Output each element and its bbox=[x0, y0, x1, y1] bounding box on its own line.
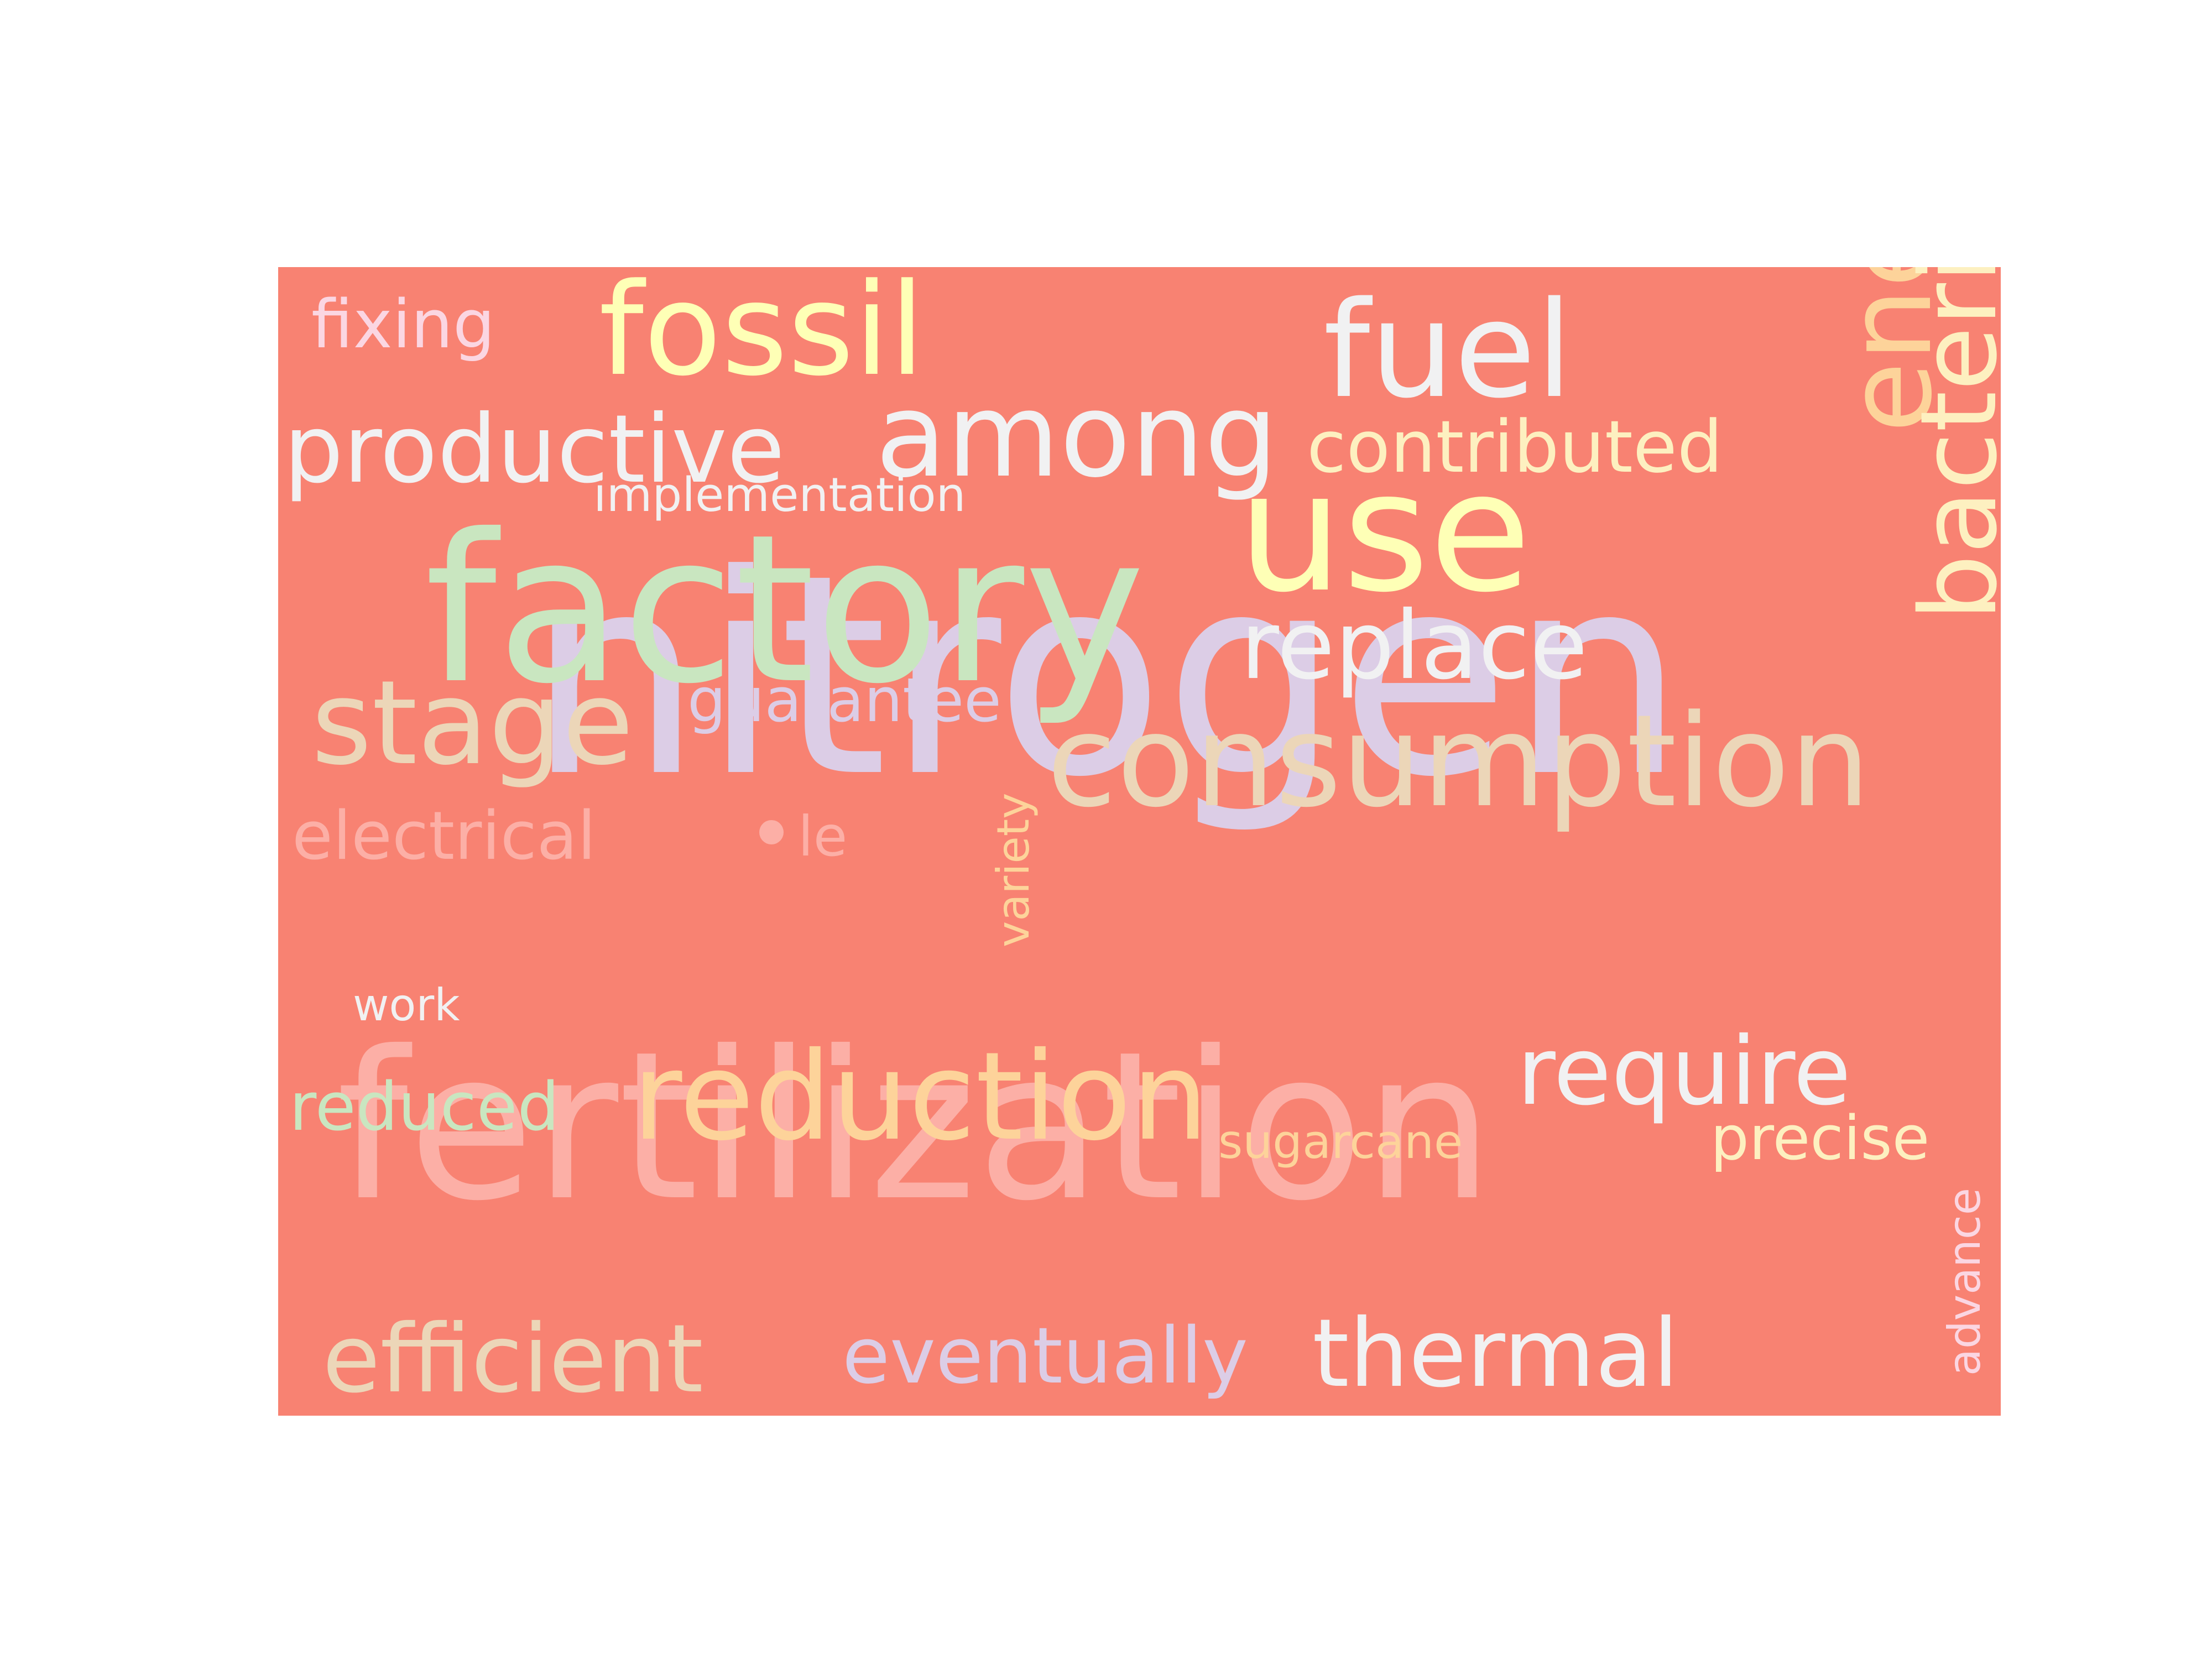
word-electrical: electrical bbox=[292, 798, 596, 875]
word-contributed: contributed bbox=[1307, 405, 1723, 489]
word-reduction: reduction bbox=[632, 1026, 1209, 1167]
word-fossil: fossil bbox=[599, 267, 925, 404]
word-sugarcane: sugarcane bbox=[1218, 1115, 1463, 1170]
word-advance: advance bbox=[1939, 1187, 1990, 1376]
word-productive: productive bbox=[284, 395, 785, 504]
word-consumption: consumption bbox=[1047, 688, 1871, 836]
word-nitrogen: nitrogen bbox=[527, 515, 1686, 837]
word-le: le bbox=[798, 804, 848, 869]
word-fuel: fuel bbox=[1323, 273, 1573, 427]
word-use: use bbox=[1238, 436, 1532, 629]
word-thermal: thermal bbox=[1312, 1299, 1679, 1408]
dot-mark bbox=[759, 820, 784, 844]
word-precise: precise bbox=[1710, 1103, 1930, 1173]
word-stage: stage bbox=[311, 655, 634, 791]
word-work: work bbox=[353, 979, 460, 1031]
word-fixing: fixing bbox=[311, 286, 495, 363]
word-factory: factory bbox=[425, 491, 1145, 729]
word-cloud: nitrogen fertilization factory use fossil fue… bbox=[278, 267, 2001, 1416]
word-fertilization: fertilization bbox=[336, 1008, 1494, 1246]
word-efficient: efficient bbox=[322, 1305, 703, 1414]
word-eventually: eventually bbox=[842, 1311, 1248, 1401]
word-bacteria: bacteria bbox=[1898, 267, 2001, 621]
word-replace: replace bbox=[1240, 591, 1588, 701]
word-implementation: implementation bbox=[593, 468, 966, 523]
word-require: require bbox=[1517, 1017, 1851, 1126]
word-reduced: reduced bbox=[289, 1069, 560, 1146]
word-among: among bbox=[875, 368, 1279, 503]
word-variety: variety bbox=[988, 792, 1039, 947]
word-guarantee: guarantee bbox=[687, 665, 1001, 735]
